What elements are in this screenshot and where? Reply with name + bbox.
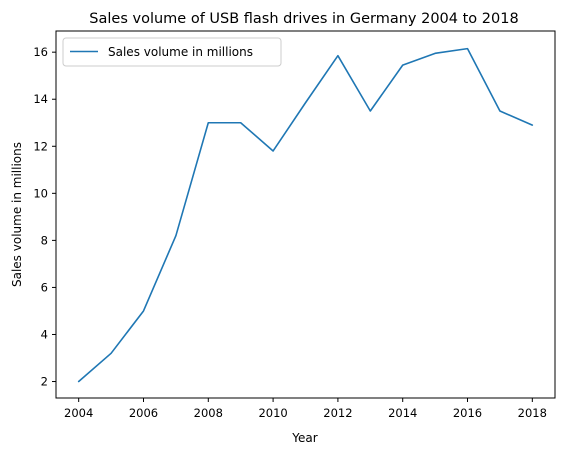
x-tick-label: 2004 [64, 406, 93, 420]
legend-label: Sales volume in millions [108, 45, 253, 59]
y-tick-label: 8 [41, 233, 48, 247]
x-tick-label: 2014 [388, 406, 417, 420]
x-tick-label: 2016 [453, 406, 482, 420]
series-line [77, 47, 534, 383]
y-tick-label: 6 [41, 280, 48, 294]
x-tick-label: 2010 [258, 406, 287, 420]
y-tick-label: 4 [41, 327, 48, 341]
x-axis-label: Year [291, 431, 317, 445]
x-tick-label: 2012 [323, 406, 352, 420]
y-axis-label: Sales volume in millions [10, 142, 24, 287]
plot-frame [55, 30, 556, 399]
y-axis: 2 4 6 8 10 12 14 16 [33, 45, 56, 389]
y-tick-label: 12 [33, 139, 48, 153]
legend: Sales volume in millions [62, 37, 282, 67]
x-axis: 2004 2006 2008 2010 2012 2014 2016 2018 [64, 398, 547, 420]
y-tick-label: 2 [41, 375, 48, 389]
x-tick-label: 2006 [129, 406, 158, 420]
legend-box [62, 37, 282, 67]
y-tick-label: 10 [33, 186, 48, 200]
chart-title: Sales volume of USB flash drives in Germ… [89, 11, 518, 27]
plot-area [55, 30, 556, 399]
x-tick-label: 2008 [194, 406, 223, 420]
y-tick-label: 16 [33, 45, 48, 59]
x-tick-label: 2018 [518, 406, 547, 420]
y-tick-label: 14 [33, 92, 48, 106]
series-layer [77, 47, 534, 383]
